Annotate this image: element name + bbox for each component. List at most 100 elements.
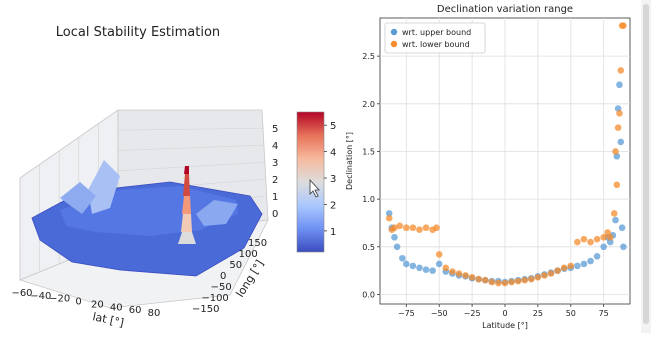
data-points [385,22,627,287]
x-tick-label: −60 [11,288,32,299]
data-point [560,264,568,272]
y-tick-label: 0.0 [362,290,375,299]
data-point [385,214,393,222]
data-point [614,124,622,131]
legend-marker-lower-bound [390,40,398,48]
data-point [416,264,423,272]
surface-peak-low [178,232,196,244]
x-tick-label: 25 [533,309,543,318]
y-tick-label: 1.5 [362,147,375,156]
data-point [409,262,417,270]
surface-x-axis-label: lat [°] [91,310,125,329]
colorbar-ticks: 1 2 3 4 5 [324,121,336,238]
y-tick-label: −50 [211,282,232,293]
x-tick-label: 40 [110,302,123,313]
data-point [612,216,619,224]
data-point [620,22,627,29]
data-point [416,226,423,233]
data-point [534,274,542,281]
data-point [433,224,440,232]
gridline [117,127,265,131]
z-tick-label: 4 [272,141,278,152]
data-point [508,278,515,286]
y-tick-label: 150 [248,238,267,249]
data-point [620,243,627,251]
surface-plot-title: Local Stability Estimation [56,25,220,40]
y-tick-label: 2.0 [362,100,375,109]
declination-scatter-plot: Declination variation range −75 −50 −25 0 25… [345,4,631,330]
data-point [613,181,621,189]
colorbar-tick-label: 1 [330,227,336,238]
x-tick-label: −25 [464,309,481,318]
data-point [455,270,463,277]
data-point [593,235,601,243]
data-point [593,253,601,260]
data-point [429,267,436,274]
surface-peak-upper-middle [182,196,191,214]
data-point [403,224,410,232]
x-tick-label: −75 [398,309,415,318]
gridline [117,144,265,151]
data-point [409,224,417,232]
y-tick-label: 0 [220,271,226,282]
data-point [580,235,588,243]
z-tick-label: 2 [272,175,278,186]
data-point [616,110,623,117]
surface-3d-plot-panel: Local Stability Estimation 0 1 2 3 4 5 −60 −40−… [11,25,336,330]
x-tick-label: 0 [75,297,81,308]
x-tick-label: 60 [129,305,142,316]
x-tick-label: 0 [502,309,507,318]
legend-label-upper-bound: wrt. upper bound [402,28,471,37]
data-point [385,210,393,217]
data-point [514,277,522,285]
data-point [610,210,618,217]
x-tick-label: 20 [91,299,104,310]
data-point [580,260,588,268]
data-point [435,251,443,258]
data-point [617,67,625,74]
y-tick-label: −150 [192,304,219,315]
surface-ridge-left-low [60,182,96,214]
data-point [422,224,430,232]
y-tick-label: 2.5 [362,52,375,61]
data-point [442,264,450,272]
mouse-pointer-icon [309,178,320,198]
y-axis-label: Declination [°] [345,132,354,190]
data-point [495,279,502,287]
y-tick-label: 100 [239,249,258,260]
data-point [449,268,456,275]
scrollbar-thumb[interactable] [643,4,649,324]
data-point [391,233,398,241]
data-point [606,233,614,241]
surface-peak-lower-middle [181,214,192,232]
surface-ridge-left [88,160,120,214]
data-point [574,238,581,246]
legend-box [384,22,486,54]
y-tick-label: −100 [201,293,228,304]
data-point [488,278,496,286]
data-point [521,276,529,284]
legend-marker-upper-bound [390,28,398,36]
gridlines [380,18,630,304]
data-point [403,260,410,268]
data-point [612,148,619,155]
surface-3d-plot: Local Stability Estimation 012345−60−40−… [11,25,336,330]
z-tick-label: 5 [272,124,278,135]
z-tick-label: 0 [272,209,278,220]
colorbar-tick-label: 4 [330,148,336,159]
x-tick-label: 75 [599,309,609,318]
x-tick-label: 80 [148,308,161,319]
data-point [391,224,398,232]
data-point [606,238,614,246]
y-tick-label: 50 [229,260,242,271]
data-point [528,275,535,283]
surface-peak-top [184,166,189,174]
data-point [396,222,404,230]
data-point [422,266,430,273]
data-point [393,243,401,251]
data-point [435,260,443,268]
y-tick-label: 1.0 [362,195,375,204]
surface-peak-high [183,174,190,196]
data-point [399,254,406,262]
